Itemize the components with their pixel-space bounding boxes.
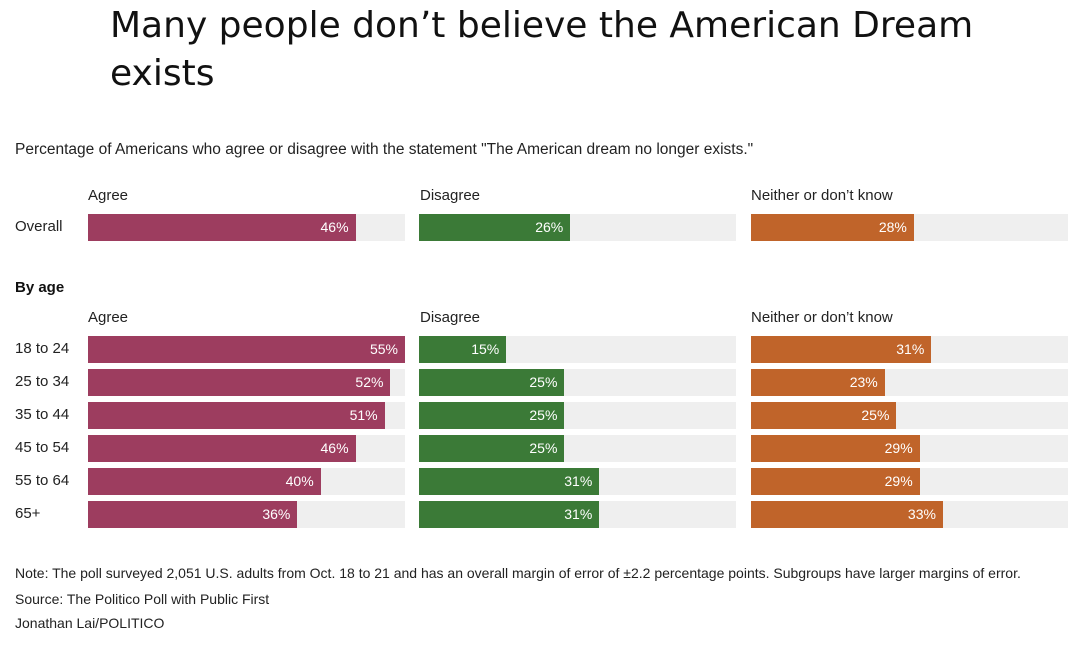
note-text: Note: The poll surveyed 2,051 U.S. adult… bbox=[15, 565, 1021, 581]
bar-value-label: 25% bbox=[529, 440, 558, 456]
bar-track-neither: 28% bbox=[751, 214, 1068, 241]
bar-track-neither: 25% bbox=[751, 402, 1068, 429]
bar-value-label: 25% bbox=[529, 407, 558, 423]
column-header-agree: Agree bbox=[88, 187, 129, 204]
bar-value-label: 36% bbox=[262, 506, 291, 522]
bar-disagree-row-0 bbox=[419, 336, 507, 363]
row-label-55-to-64: 55 to 64 bbox=[15, 472, 70, 489]
row-label-35-to-44: 35 to 44 bbox=[15, 406, 70, 423]
bar-track-neither: 23% bbox=[751, 369, 1068, 396]
bar-value-label: 15% bbox=[471, 341, 500, 357]
bar-track-neither: 31% bbox=[751, 336, 1068, 363]
chart-notes: Note: The poll surveyed 2,051 U.S. adult… bbox=[15, 563, 1070, 635]
column-header-agree: Agree bbox=[88, 309, 129, 326]
bar-disagree-row-3 bbox=[419, 435, 565, 462]
bar-neither-row-5 bbox=[751, 501, 943, 528]
section-label-by-age: By age bbox=[15, 279, 65, 296]
bar-value-label: 55% bbox=[369, 341, 398, 357]
bar-agree-row-4 bbox=[88, 468, 321, 495]
bar-neither-row-1 bbox=[751, 369, 885, 396]
row-label-18-to-24: 18 to 24 bbox=[15, 340, 70, 357]
bar-track-agree: 36% bbox=[88, 501, 405, 528]
bar-neither-row-2 bbox=[751, 402, 897, 429]
credit-text: Jonathan Lai/POLITICO bbox=[15, 615, 165, 631]
bar-track-agree: 40% bbox=[88, 468, 405, 495]
row-label-25-to-34: 25 to 34 bbox=[15, 373, 70, 390]
bar-track-disagree: 25% bbox=[419, 402, 736, 429]
bar-value-label: 51% bbox=[349, 407, 378, 423]
bar-value-label: 46% bbox=[320, 440, 349, 456]
row-label-overall: Overall bbox=[15, 218, 63, 235]
bar-agree-overall bbox=[88, 214, 356, 241]
column-header-disagree: Disagree bbox=[420, 187, 481, 204]
bar-track-disagree: 15% bbox=[419, 336, 736, 363]
bar-track-neither: 33% bbox=[751, 501, 1068, 528]
column-header-neither: Neither or don’t know bbox=[751, 309, 893, 326]
bar-neither-row-4 bbox=[751, 468, 920, 495]
bar-value-label: 25% bbox=[529, 374, 558, 390]
bar-track-agree: 46% bbox=[88, 435, 405, 462]
bar-value-label: 29% bbox=[884, 440, 913, 456]
bar-track-neither: 29% bbox=[751, 435, 1068, 462]
row-label-45-to-54: 45 to 54 bbox=[15, 439, 70, 456]
bar-track-neither: 29% bbox=[751, 468, 1068, 495]
bar-track-disagree: 25% bbox=[419, 369, 736, 396]
bar-agree-row-3 bbox=[88, 435, 356, 462]
chart-title: Many people don’t believe the American D… bbox=[110, 5, 974, 94]
bar-value-label: 40% bbox=[285, 473, 314, 489]
bar-track-disagree: 31% bbox=[419, 468, 736, 495]
bar-agree-row-2 bbox=[88, 402, 385, 429]
bar-track-disagree: 26% bbox=[419, 214, 736, 241]
bar-track-disagree: 31% bbox=[419, 501, 736, 528]
bar-value-label: 46% bbox=[320, 219, 349, 235]
bar-value-label: 25% bbox=[861, 407, 890, 423]
bar-track-agree: 46% bbox=[88, 214, 405, 241]
bar-agree-row-0 bbox=[88, 336, 405, 363]
bar-value-label: 28% bbox=[878, 219, 907, 235]
bar-value-label: 31% bbox=[896, 341, 925, 357]
bar-value-label: 26% bbox=[535, 219, 564, 235]
bar-track-agree: 52% bbox=[88, 369, 405, 396]
column-header-neither: Neither or don’t know bbox=[751, 187, 893, 204]
bar-value-label: 33% bbox=[907, 506, 936, 522]
bar-track-agree: 51% bbox=[88, 402, 405, 429]
bar-value-label: 31% bbox=[564, 506, 593, 522]
bar-value-label: 29% bbox=[884, 473, 913, 489]
bar-track-disagree: 25% bbox=[419, 435, 736, 462]
bar-disagree-overall bbox=[419, 214, 571, 241]
bar-agree-row-5 bbox=[88, 501, 298, 528]
bar-value-label: 23% bbox=[849, 374, 878, 390]
bar-disagree-row-2 bbox=[419, 402, 565, 429]
bar-neither-row-0 bbox=[751, 336, 932, 363]
source-text: Source: The Politico Poll with Public Fi… bbox=[15, 591, 270, 607]
bar-neither-row-3 bbox=[751, 435, 920, 462]
bar-track-agree: 55% bbox=[88, 336, 405, 363]
bar-value-label: 31% bbox=[564, 473, 593, 489]
bar-disagree-row-5 bbox=[419, 501, 600, 528]
bar-neither-overall bbox=[751, 214, 914, 241]
bar-disagree-row-4 bbox=[419, 468, 600, 495]
bar-disagree-row-1 bbox=[419, 369, 565, 396]
bar-value-label: 52% bbox=[355, 374, 384, 390]
bar-agree-row-1 bbox=[88, 369, 391, 396]
column-header-disagree: Disagree bbox=[420, 309, 481, 326]
row-label-65: 65+ bbox=[15, 505, 41, 522]
chart-subtitle: Percentage of Americans who agree or dis… bbox=[15, 141, 754, 158]
